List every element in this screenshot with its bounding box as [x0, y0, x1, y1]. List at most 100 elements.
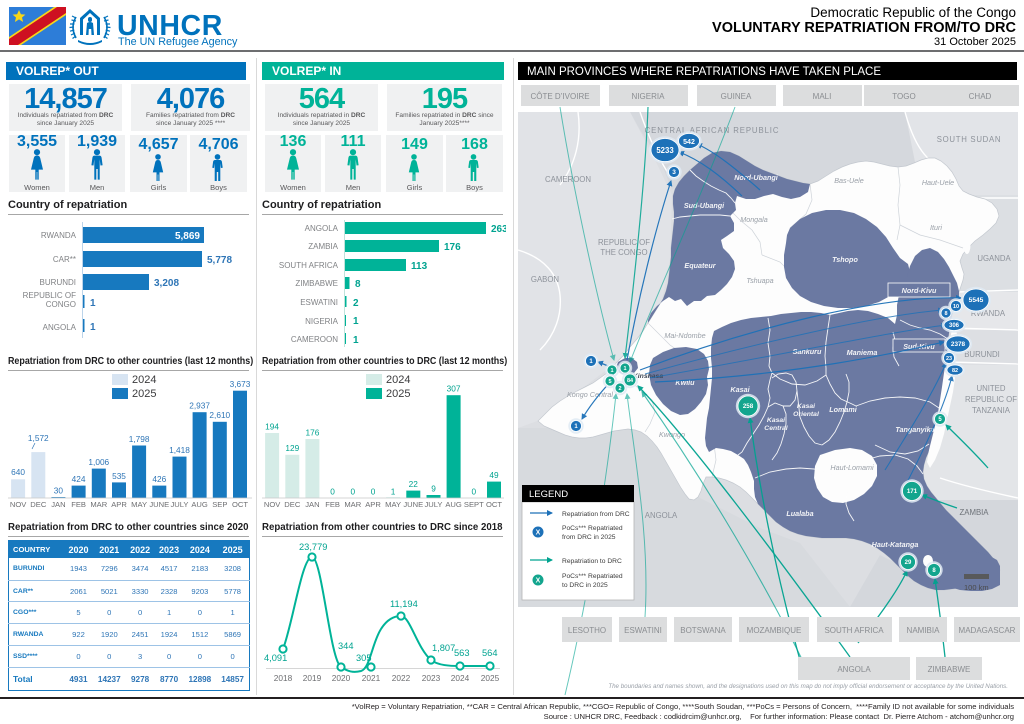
svg-text:176: 176 [444, 242, 461, 253]
svg-text:SOUTH AFRICA: SOUTH AFRICA [279, 261, 339, 270]
svg-text:CÔTE D’IVOIRE: CÔTE D’IVOIRE [530, 92, 589, 101]
svg-text:CAR**: CAR** [53, 255, 76, 264]
svg-text:1: 1 [574, 424, 578, 430]
svg-text:BURUNDI: BURUNDI [40, 278, 76, 287]
svg-text:1: 1 [610, 368, 613, 374]
svg-text:Mongala: Mongala [740, 215, 768, 224]
svg-text:305: 305 [356, 653, 372, 663]
svg-text:Equateur: Equateur [684, 261, 716, 270]
svg-text:563: 563 [454, 648, 470, 658]
svg-text:TOGO: TOGO [892, 92, 915, 101]
svg-text:49: 49 [489, 470, 499, 480]
svg-text:Haut-Lomami: Haut-Lomami [830, 463, 874, 472]
svg-text:5: 5 [608, 379, 611, 385]
svg-text:129: 129 [285, 443, 299, 453]
svg-text:23,779: 23,779 [299, 542, 327, 552]
svg-text:LESOTHO: LESOTHO [568, 626, 606, 635]
svg-text:Mai-Ndombe: Mai-Ndombe [664, 331, 705, 340]
svg-text:ZIMBABWE: ZIMBABWE [295, 279, 338, 288]
svg-text:to DRC in 2025: to DRC in 2025 [562, 582, 608, 589]
svg-text:176: 176 [305, 428, 319, 438]
svg-text:Repatriation from DRC: Repatriation from DRC [562, 511, 630, 518]
svg-text:JULY: JULY [424, 500, 442, 509]
svg-text:Kinshasa: Kinshasa [633, 373, 663, 380]
svg-text:9: 9 [431, 484, 436, 494]
svg-text:2020: 2020 [332, 673, 351, 683]
svg-text:MOZAMBIQUE: MOZAMBIQUE [747, 626, 802, 635]
svg-text:1: 1 [623, 366, 626, 372]
svg-text:2018: 2018 [274, 673, 293, 683]
svg-text:RWANDA: RWANDA [41, 231, 77, 240]
svg-text:1: 1 [90, 322, 96, 333]
svg-text:5,778: 5,778 [207, 255, 232, 266]
svg-text:535: 535 [112, 471, 126, 481]
svg-text:NOV: NOV [264, 500, 281, 509]
svg-text:Kongo Central: Kongo Central [567, 390, 613, 399]
svg-text:X: X [536, 578, 541, 585]
svg-text:MAIN PROVINCES WHERE REPATRIAT: MAIN PROVINCES WHERE REPATRIATIONS HAVE … [527, 66, 881, 78]
svg-text:TANZANIA: TANZANIA [972, 406, 1011, 415]
svg-text:ANGOLA: ANGOLA [837, 665, 871, 674]
svg-text:2022: 2022 [392, 673, 411, 683]
svg-text:ANGOLA: ANGOLA [43, 323, 77, 332]
svg-text:1,807: 1,807 [432, 643, 455, 653]
svg-text:FEB: FEB [71, 500, 86, 509]
svg-text:AUG: AUG [191, 500, 208, 509]
svg-text:Maniema: Maniema [847, 348, 878, 357]
svg-text:5: 5 [938, 417, 942, 423]
svg-text:UNITED: UNITED [976, 384, 1005, 393]
svg-text:640: 640 [11, 467, 25, 477]
svg-text:0: 0 [330, 487, 335, 497]
svg-text:2024: 2024 [132, 374, 156, 386]
svg-text:Kwilu: Kwilu [675, 378, 695, 387]
svg-text:306: 306 [949, 323, 960, 329]
svg-text:2,610: 2,610 [209, 410, 230, 420]
svg-text:CENTRAL AFRICAN REPUBLIC: CENTRAL AFRICAN REPUBLIC [645, 126, 780, 135]
svg-text:OCT: OCT [232, 500, 248, 509]
svg-text:2: 2 [618, 386, 621, 392]
svg-text:Repatriation to DRC: Repatriation to DRC [562, 558, 622, 565]
svg-text:BOTSWANA: BOTSWANA [680, 626, 726, 635]
svg-text:194: 194 [265, 422, 279, 432]
svg-text:PoCs*** Repatriated: PoCs*** Repatriated [562, 573, 623, 580]
svg-text:2024: 2024 [386, 374, 410, 386]
svg-text:DEC: DEC [284, 500, 301, 509]
svg-text:APR: APR [111, 500, 127, 509]
svg-text:SEP: SEP [212, 500, 227, 509]
svg-text:2025: 2025 [386, 388, 410, 400]
svg-text:4,091: 4,091 [264, 653, 287, 663]
svg-text:171: 171 [907, 488, 918, 495]
svg-text:Nord-Ubangi: Nord-Ubangi [734, 173, 779, 182]
svg-text:MAR: MAR [90, 500, 107, 509]
svg-text:307: 307 [447, 384, 461, 394]
svg-text:MAY: MAY [131, 500, 147, 509]
svg-text:MAY: MAY [385, 500, 401, 509]
svg-text:84: 84 [627, 378, 634, 384]
svg-text:NIGERIA: NIGERIA [305, 317, 339, 326]
svg-text:29: 29 [905, 560, 912, 566]
svg-text:5,869: 5,869 [175, 231, 200, 242]
svg-text:Ituri: Ituri [930, 223, 942, 232]
svg-text:2024: 2024 [451, 673, 470, 683]
svg-text:Kwongo: Kwongo [659, 430, 685, 439]
svg-text:8: 8 [932, 568, 936, 574]
svg-text:5545: 5545 [969, 297, 984, 304]
svg-text:2019: 2019 [303, 673, 322, 683]
svg-text:NAMIBIA: NAMIBIA [907, 626, 941, 635]
svg-text:100 km: 100 km [964, 583, 989, 592]
svg-text:Haut-Katanga: Haut-Katanga [872, 540, 919, 549]
svg-text:2025: 2025 [481, 673, 500, 683]
svg-text:FEB: FEB [325, 500, 340, 509]
svg-text:SEPT: SEPT [464, 500, 484, 509]
svg-text:426: 426 [152, 474, 166, 484]
svg-text:RWANDA: RWANDA [971, 309, 1006, 318]
svg-text:JAN: JAN [305, 500, 319, 509]
svg-text:2: 2 [353, 298, 359, 309]
svg-text:1,798: 1,798 [129, 434, 150, 444]
svg-text:PoCs*** Repatriated: PoCs*** Repatriated [562, 525, 623, 532]
svg-text:ANGOLA: ANGOLA [305, 224, 339, 233]
svg-text:Kasai: Kasai [767, 417, 785, 424]
svg-text:MAR: MAR [344, 500, 361, 509]
svg-text:AUG: AUG [445, 500, 462, 509]
svg-text:1: 1 [589, 359, 593, 365]
